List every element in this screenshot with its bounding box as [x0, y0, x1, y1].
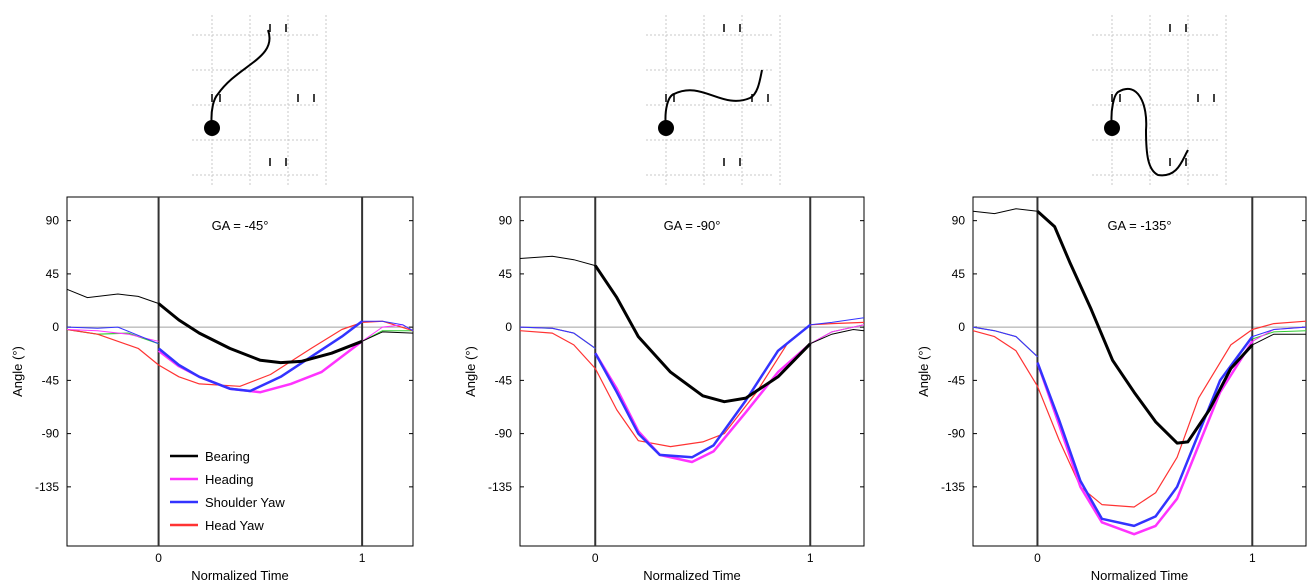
y-tick-label: -135 — [941, 480, 965, 494]
series-bearing-line — [157, 302, 363, 365]
y-axis-label: Angle (°) — [10, 346, 25, 397]
trajectory-path — [664, 69, 763, 129]
x-tick-label: 1 — [1249, 551, 1256, 565]
series-shoulder-yaw-line — [594, 323, 812, 459]
legend-label: Shoulder Yaw — [205, 495, 285, 510]
series-shoulder-yaw-pre-line — [519, 326, 596, 349]
series-shoulder-yaw-post-line — [362, 320, 414, 332]
y-tick-label: 90 — [952, 214, 966, 228]
series-heading-line — [1036, 340, 1254, 536]
trajectory-inset — [646, 15, 781, 185]
y-tick-label: 0 — [52, 320, 59, 334]
trajectory-inset — [192, 15, 327, 185]
series-shoulder-yaw-post-line — [810, 317, 865, 326]
legend-label: Head Yaw — [205, 518, 264, 533]
chart-panel: 90 45 0 -45 -90 -135 0 1 GA = -135° Normalized Ti… — [916, 196, 1307, 583]
start-marker — [1104, 120, 1120, 136]
y-tick-label: 90 — [499, 214, 513, 228]
y-tick-label: -135 — [35, 480, 59, 494]
x-axis-label: Normalized Time — [191, 568, 289, 583]
chart-panel: 90 45 0 -45 -90 -135 0 1 GA = -45° Normalized Tim… — [10, 196, 414, 583]
y-axis-label: Angle (°) — [916, 346, 931, 397]
x-tick-label: 0 — [1034, 551, 1041, 565]
y-tick-label: -45 — [948, 373, 966, 387]
series-bearing-post-line — [361, 331, 414, 342]
plot-frame — [519, 196, 865, 547]
y-tick-label: -45 — [495, 373, 513, 387]
x-tick-label: 1 — [359, 551, 366, 565]
legend-label: Heading — [205, 472, 253, 487]
x-tick-label: 0 — [592, 551, 599, 565]
series-bearing-pre-line — [972, 208, 1038, 215]
series-shoulder-yaw-line — [157, 320, 363, 393]
y-tick-label: -135 — [488, 480, 512, 494]
y-tick-label: -90 — [948, 427, 966, 441]
series-bearing-pre-line — [519, 255, 596, 267]
plot-frame — [66, 196, 414, 547]
legend-label: Bearing — [205, 449, 250, 464]
x-tick-label: 0 — [155, 551, 162, 565]
x-axis-label: Normalized Time — [643, 568, 741, 583]
chart-title: GA = -90° — [664, 218, 721, 233]
y-tick-label: 45 — [46, 267, 60, 281]
trajectory-path — [210, 29, 271, 129]
series-bearing-line — [1036, 210, 1254, 445]
legend: Bearing Heading Shoulder Yaw Head Yaw — [170, 449, 285, 533]
series-shoulder-yaw-pre-line — [66, 326, 159, 345]
x-tick-label: 1 — [807, 551, 814, 565]
y-tick-label: 45 — [499, 267, 513, 281]
series-bearing-line — [594, 264, 812, 404]
trajectory-path — [1110, 88, 1189, 177]
start-marker — [658, 120, 674, 136]
x-axis-label: Normalized Time — [1091, 568, 1189, 583]
y-tick-label: -45 — [42, 373, 60, 387]
chart-title: GA = -45° — [212, 218, 269, 233]
y-tick-label: 0 — [505, 320, 512, 334]
series-shoulder-yaw-post-line — [1252, 326, 1307, 338]
start-marker — [204, 120, 220, 136]
series-head-yaw-line — [972, 320, 1307, 508]
y-axis-label: Angle (°) — [463, 346, 478, 397]
series-bearing-post-line — [1252, 333, 1306, 346]
series-bearing-post-line — [810, 328, 865, 345]
chart-title: GA = -135° — [1107, 218, 1171, 233]
series-bearing-pre-line — [66, 288, 159, 304]
series-auxiliary-post-line — [1252, 330, 1307, 340]
y-tick-label: -90 — [42, 427, 60, 441]
plot-frame — [972, 196, 1307, 547]
series-shoulder-yaw-pre-line — [972, 326, 1038, 358]
chart-panel: 90 45 0 -45 -90 -135 0 1 GA = -90° Normalized Tim… — [463, 196, 865, 583]
y-tick-label: 45 — [952, 267, 966, 281]
series-heading-post-line — [810, 324, 865, 345]
y-tick-label: 90 — [46, 214, 60, 228]
trajectory-inset — [1092, 15, 1227, 185]
y-tick-label: 0 — [958, 320, 965, 334]
y-tick-label: -90 — [495, 427, 513, 441]
